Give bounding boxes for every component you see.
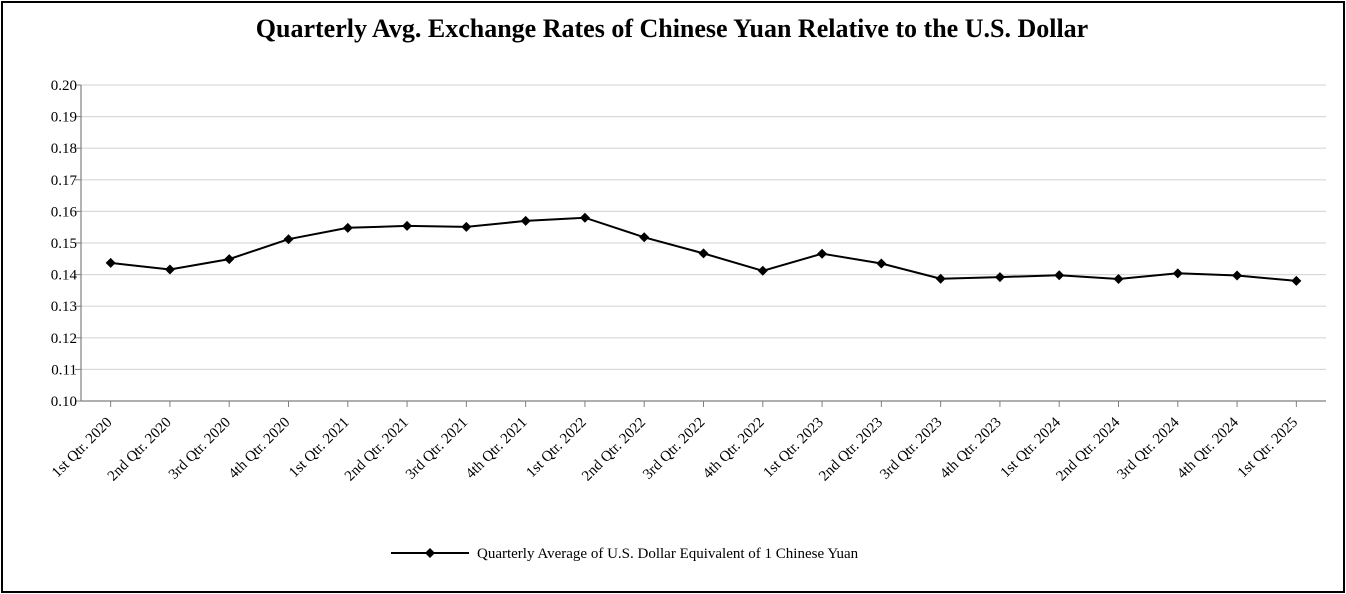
data-point-marker — [1291, 275, 1302, 286]
x-tick-label: 2nd Qtr. 2023 — [816, 415, 886, 485]
data-point-marker — [876, 258, 887, 269]
y-tick-label: 0.19 — [51, 110, 77, 126]
chart-title: Quarterly Avg. Exchange Rates of Chinese… — [255, 14, 1089, 43]
data-point-marker — [935, 273, 946, 284]
data-point-marker — [579, 212, 590, 223]
y-tick-label: 0.12 — [51, 331, 77, 347]
x-tick-label: 1st Qtr. 2022 — [523, 415, 589, 481]
x-tick-label: 3rd Qtr. 2024 — [1114, 414, 1183, 483]
x-tick-label: 4th Qtr. 2023 — [937, 415, 1005, 483]
data-point-marker — [105, 257, 116, 268]
x-tick-label: 1st Qtr. 2020 — [49, 415, 115, 481]
y-tick-label: 0.20 — [51, 78, 77, 94]
legend-label: Quarterly Average of U.S. Dollar Equival… — [477, 546, 859, 562]
x-tick-label: 3rd Qtr. 2022 — [640, 415, 708, 483]
data-point-marker — [1054, 270, 1065, 281]
x-tick-label: 4th Qtr. 2024 — [1174, 414, 1242, 482]
x-tick-label: 3rd Qtr. 2021 — [403, 415, 471, 483]
data-point-marker — [1232, 270, 1243, 281]
x-tick-label: 2nd Qtr. 2024 — [1053, 414, 1123, 484]
y-tick-label: 0.17 — [51, 173, 78, 189]
data-point-marker — [757, 265, 768, 276]
data-point-marker — [1113, 274, 1124, 285]
y-tick-label: 0.18 — [51, 141, 77, 157]
data-point-marker — [520, 215, 531, 226]
x-tick-label: 1st Qtr. 2021 — [286, 415, 352, 481]
data-point-marker — [817, 248, 828, 259]
legend-marker — [425, 548, 435, 558]
data-point-marker — [461, 221, 472, 232]
x-tick-label: 4th Qtr. 2021 — [463, 415, 531, 483]
data-point-marker — [698, 248, 709, 259]
y-tick-label: 0.14 — [51, 268, 78, 284]
y-tick-label: 0.10 — [51, 394, 77, 410]
data-point-marker — [283, 234, 294, 245]
y-tick-label: 0.15 — [51, 236, 77, 252]
data-point-marker — [224, 254, 235, 265]
x-tick-label: 2nd Qtr. 2021 — [342, 415, 412, 485]
data-point-marker — [402, 220, 413, 231]
x-tick-label: 4th Qtr. 2020 — [226, 415, 294, 483]
data-point-marker — [164, 264, 175, 275]
x-tick-label: 3rd Qtr. 2023 — [877, 415, 945, 483]
y-tick-label: 0.16 — [51, 204, 78, 220]
data-point-marker — [1172, 268, 1183, 279]
x-tick-label: 2nd Qtr. 2020 — [105, 415, 175, 485]
data-point-marker — [342, 222, 353, 233]
x-tick-label: 1st Qtr. 2025 — [1235, 415, 1301, 481]
data-point-marker — [639, 232, 650, 243]
x-tick-label: 1st Qtr. 2023 — [760, 415, 826, 481]
y-tick-label: 0.11 — [51, 362, 77, 378]
x-tick-label: 4th Qtr. 2022 — [700, 415, 768, 483]
y-tick-label: 0.13 — [51, 299, 77, 315]
data-point-marker — [994, 272, 1005, 283]
x-tick-label: 2nd Qtr. 2022 — [579, 415, 649, 485]
x-tick-label: 3rd Qtr. 2020 — [166, 415, 234, 483]
